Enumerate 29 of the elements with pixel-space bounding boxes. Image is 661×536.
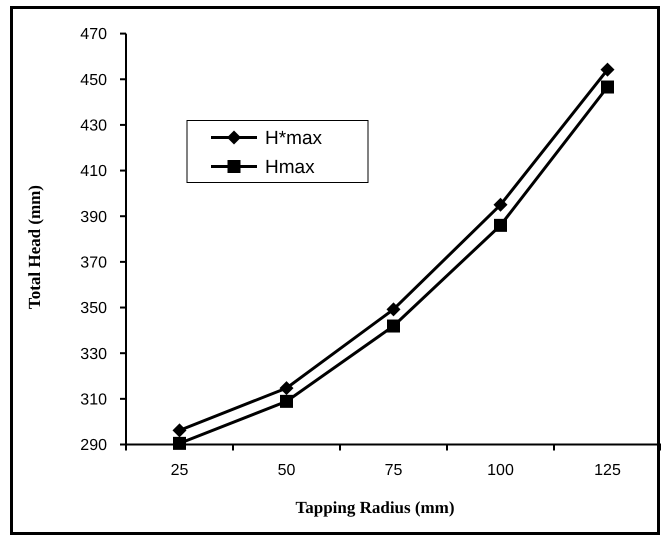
point (280, 381, 294, 396)
point (494, 218, 507, 232)
y-tick-label: 410 (80, 163, 108, 180)
point (387, 320, 400, 333)
y-tick-label: 430 (80, 118, 108, 135)
point (601, 80, 614, 94)
x-tick-label: 125 (594, 462, 621, 479)
y-tick-label: 350 (80, 300, 108, 318)
x-tick-label: 25 (170, 462, 188, 479)
point (173, 436, 186, 450)
x-tick-label: 50 (278, 462, 296, 479)
y-tick-label: 470 (80, 26, 108, 44)
y-tick-label: 310 (80, 391, 108, 408)
x-tick-label: 100 (487, 462, 514, 479)
y-axis-title: Total Head (mm) (25, 185, 44, 310)
y-tick-label: 330 (80, 346, 108, 363)
x-tick-label: 75 (384, 462, 402, 479)
y-tick-label: 290 (80, 437, 108, 454)
point (280, 394, 293, 408)
point (600, 62, 614, 77)
y-tick-label: 390 (80, 208, 108, 226)
y-tick-label: 450 (80, 72, 108, 89)
x-axis-title: Tapping Radius (mm) (295, 498, 455, 517)
legend-label: Hmax (265, 157, 316, 178)
point (494, 198, 508, 212)
legend-label: H*max (265, 128, 323, 150)
point (386, 302, 400, 316)
y-tick-label: 370 (80, 254, 108, 272)
point (172, 423, 186, 438)
